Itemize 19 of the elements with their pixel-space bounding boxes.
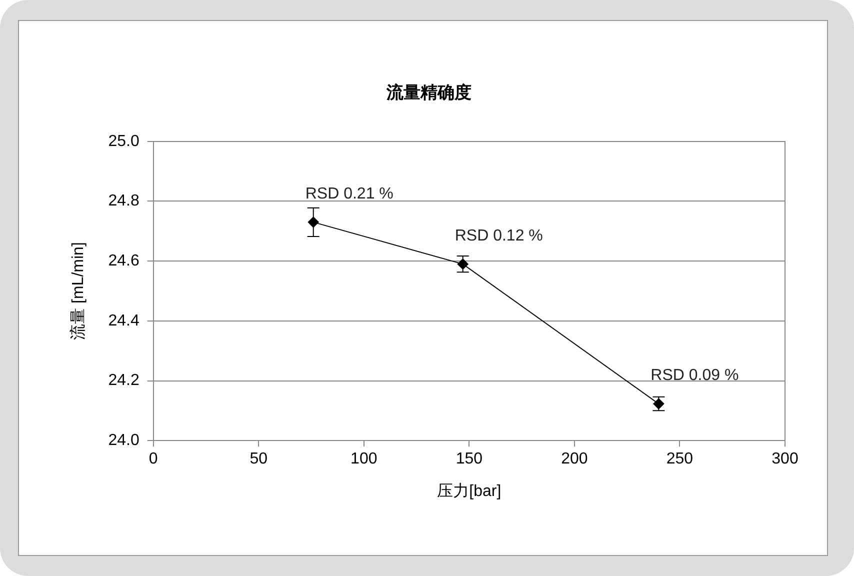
y-tick-label: 24.0	[108, 432, 140, 450]
y-axis-title: 流量 [mL/min]	[69, 242, 88, 340]
y-tick-label: 24.6	[108, 252, 140, 270]
chart-title: 流量精确度	[386, 82, 472, 102]
x-tick-label: 0	[148, 450, 158, 468]
x-tick-label: 200	[561, 450, 588, 468]
y-tick-label: 24.8	[108, 192, 140, 210]
x-tick-label: 100	[350, 450, 378, 468]
y-tick-label: 24.4	[108, 312, 140, 330]
x-tick-label: 150	[456, 450, 483, 468]
annotation: RSD 0.21 %	[305, 186, 394, 203]
x-tick-label: 250	[666, 450, 694, 468]
x-tick-label: 300	[772, 450, 798, 468]
annotation: RSD 0.12 %	[454, 227, 543, 244]
x-tick-label: 50	[250, 450, 268, 468]
y-tick-label: 25.0	[108, 132, 140, 150]
y-tick-label: 24.2	[108, 372, 140, 390]
x-axis-title: 压力[bar]	[437, 482, 502, 500]
annotation: RSD 0.09 %	[650, 367, 739, 384]
